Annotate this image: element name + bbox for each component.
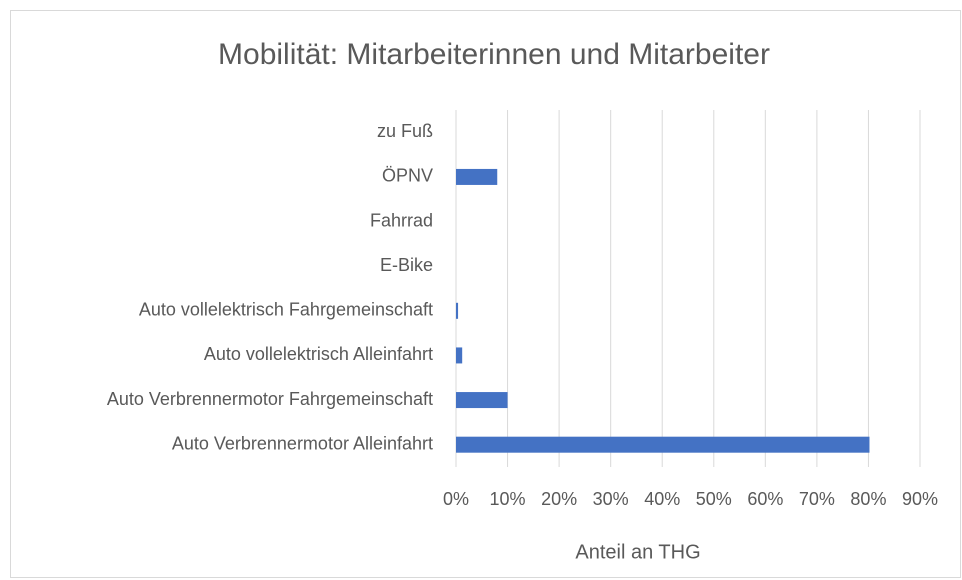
x-tick-label: 20%	[541, 489, 577, 509]
y-tick-label: Auto vollelektrisch Alleinfahrt	[204, 344, 433, 364]
chart-title: Mobilität: Mitarbeiterinnen und Mitarbei…	[218, 38, 770, 71]
bar	[456, 347, 463, 364]
x-tick-label: 80%	[850, 489, 886, 509]
y-tick-label: zu Fuß	[377, 121, 433, 141]
x-tick-label: 60%	[747, 489, 783, 509]
x-tick-label: 0%	[443, 489, 469, 509]
x-tick-label: 10%	[490, 489, 526, 509]
x-tick-label: 90%	[902, 489, 938, 509]
x-axis-label: Anteil an THG	[575, 541, 700, 563]
bar	[456, 168, 498, 185]
x-tick-label: 50%	[696, 489, 732, 509]
y-tick-label: Auto Verbrennermotor Fahrgemeinschaft	[107, 389, 433, 409]
y-tick-label: ÖPNV	[382, 166, 433, 186]
y-tick-label: Fahrrad	[370, 210, 433, 230]
bar	[456, 436, 870, 453]
x-tick-label: 30%	[593, 489, 629, 509]
bar	[456, 392, 508, 409]
x-tick-label: 70%	[799, 489, 835, 509]
y-tick-label: Auto Verbrennermotor Alleinfahrt	[172, 433, 433, 453]
y-tick-label: Auto vollelektrisch Fahrgemeinschaft	[139, 300, 433, 320]
y-tick-label: E-Bike	[380, 255, 433, 275]
bar	[456, 302, 459, 319]
x-tick-label: 40%	[644, 489, 680, 509]
chart-frame	[10, 10, 961, 578]
